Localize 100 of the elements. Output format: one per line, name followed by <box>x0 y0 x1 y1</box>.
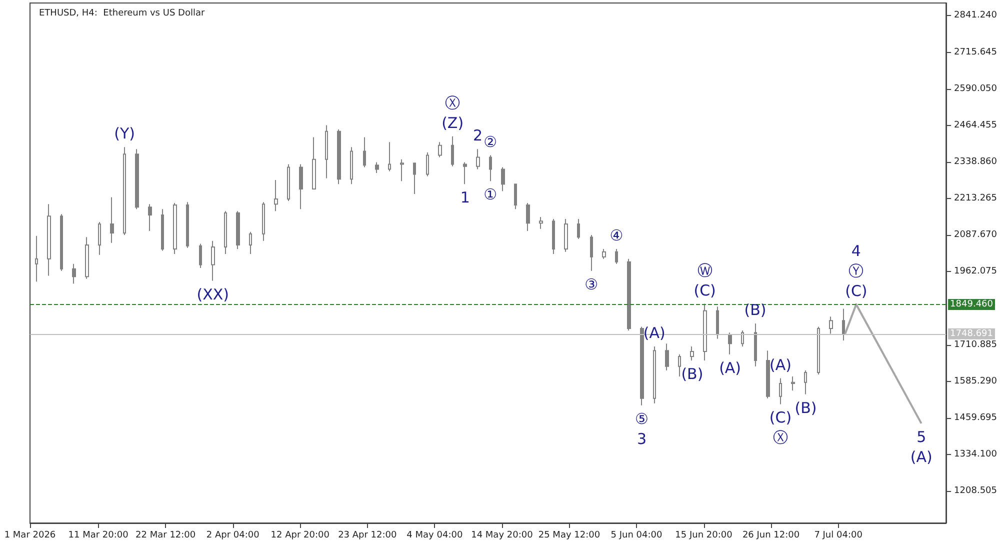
annotation: (C) <box>845 282 868 300</box>
candlestick <box>47 204 51 276</box>
candlestick <box>312 136 316 190</box>
y-tick-label: 2338.860 <box>954 157 998 168</box>
candlestick <box>98 221 101 256</box>
candlestick <box>501 166 505 192</box>
candlestick <box>135 148 139 210</box>
y-tick-label: 2464.455 <box>954 120 998 130</box>
ref-line-label: 1849.460 <box>950 300 994 310</box>
annotation: 4 <box>851 242 861 260</box>
y-tick-label: 2590.050 <box>954 84 998 94</box>
candlestick <box>577 218 580 240</box>
annotation: (B) <box>794 398 817 417</box>
candlestick <box>564 218 568 252</box>
annotation: ③ <box>584 275 598 294</box>
annotation: Ⓧ <box>773 428 788 447</box>
x-tick-label: 2 Apr 04:00 <box>206 530 260 540</box>
candlestick <box>463 162 467 185</box>
annotation: (Z) <box>442 114 464 132</box>
x-tick-label: 15 Jun 20:00 <box>675 530 733 540</box>
y-tick-label: 1585.290 <box>954 376 998 386</box>
candlestick <box>451 136 454 167</box>
candlestick <box>287 164 290 202</box>
annotation: (C) <box>769 408 792 427</box>
candlestick <box>123 146 126 236</box>
candlestick <box>35 235 38 282</box>
candlestick <box>602 248 606 260</box>
candlestick <box>413 162 416 194</box>
x-tick-label: 23 Apr 12:00 <box>338 530 398 540</box>
x-tick-label: 4 May 04:00 <box>406 530 463 540</box>
candlestick <box>741 330 744 348</box>
annotation: ① <box>484 186 498 204</box>
candlestick <box>842 308 845 341</box>
candlestick <box>274 180 278 212</box>
ref-line-label: 1748.691 <box>950 328 994 339</box>
annotation: (Y) <box>114 124 136 143</box>
candlestick <box>779 378 782 405</box>
candlestick <box>489 154 492 182</box>
x-tick-label: 26 Jun 12:00 <box>742 530 800 540</box>
annotation: Ⓧ <box>445 94 460 112</box>
candlestick <box>653 346 656 404</box>
candlestick <box>539 216 543 230</box>
candlestick <box>678 354 681 378</box>
candlestick <box>224 210 227 254</box>
x-tick-label: 25 May 12:00 <box>538 530 600 540</box>
candlestick <box>186 202 189 248</box>
candlestick <box>665 343 669 371</box>
annotation: 3 <box>636 430 647 448</box>
x-tick-label: 11 Mar 20:00 <box>68 530 129 540</box>
candlestick <box>640 326 644 406</box>
candlestick <box>148 204 152 232</box>
annotation: (XX) <box>196 285 230 304</box>
candlestick <box>375 162 379 174</box>
annotation: 5 <box>916 428 926 446</box>
candlestick <box>110 196 114 244</box>
candlestick <box>249 231 252 254</box>
annotation: 1 <box>460 188 470 207</box>
candlestick <box>173 202 177 254</box>
x-tick-label: 12 Apr 20:00 <box>270 530 330 540</box>
y-tick-label: 2841.240 <box>954 10 998 21</box>
candlestick <box>325 124 328 179</box>
annotation: (A) <box>770 356 792 374</box>
candlestick <box>337 128 341 185</box>
y-tick-label: 1962.075 <box>954 266 998 277</box>
candlestick <box>236 210 240 250</box>
candlestick <box>400 158 404 182</box>
candlestick <box>804 370 807 395</box>
x-tick-label: 14 May 20:00 <box>471 530 534 540</box>
candlestick <box>627 258 631 332</box>
x-tick-label: 1 Mar 2026 <box>4 530 56 540</box>
annotation: ④ <box>610 226 624 245</box>
annotation: 2 <box>473 126 483 145</box>
candlestick <box>766 350 770 399</box>
text: ETHUSD, H4: Ethereum vs US Dollar <box>39 8 205 18</box>
x-tick-label: 22 Mar 12:00 <box>136 530 196 540</box>
candlestick <box>615 248 618 264</box>
candlestick <box>85 236 89 280</box>
annotation: Ⓨ <box>848 262 864 280</box>
annotation: (B) <box>744 301 766 320</box>
candlestick <box>426 152 429 177</box>
candlestick <box>199 243 202 268</box>
candlestick <box>388 142 391 172</box>
annotation: (B) <box>681 365 704 384</box>
candlestick <box>817 326 820 376</box>
candlestick <box>590 234 593 272</box>
candlestick <box>514 184 517 210</box>
candlestick <box>72 263 76 284</box>
candlestick <box>690 346 694 362</box>
candlestick <box>211 240 215 282</box>
candlestick <box>161 208 164 252</box>
candlestick <box>552 218 555 254</box>
candlestick <box>438 142 442 158</box>
y-tick-label: 2087.670 <box>954 230 998 240</box>
candlestick <box>829 316 833 334</box>
candlestick <box>703 303 707 362</box>
y-tick-label: 1334.100 <box>954 450 998 460</box>
y-tick-label: 1710.885 <box>954 340 998 350</box>
annotation: ② <box>484 132 498 151</box>
x-tick-label: 7 Jul 04:00 <box>814 530 863 540</box>
candlestick <box>728 332 732 355</box>
